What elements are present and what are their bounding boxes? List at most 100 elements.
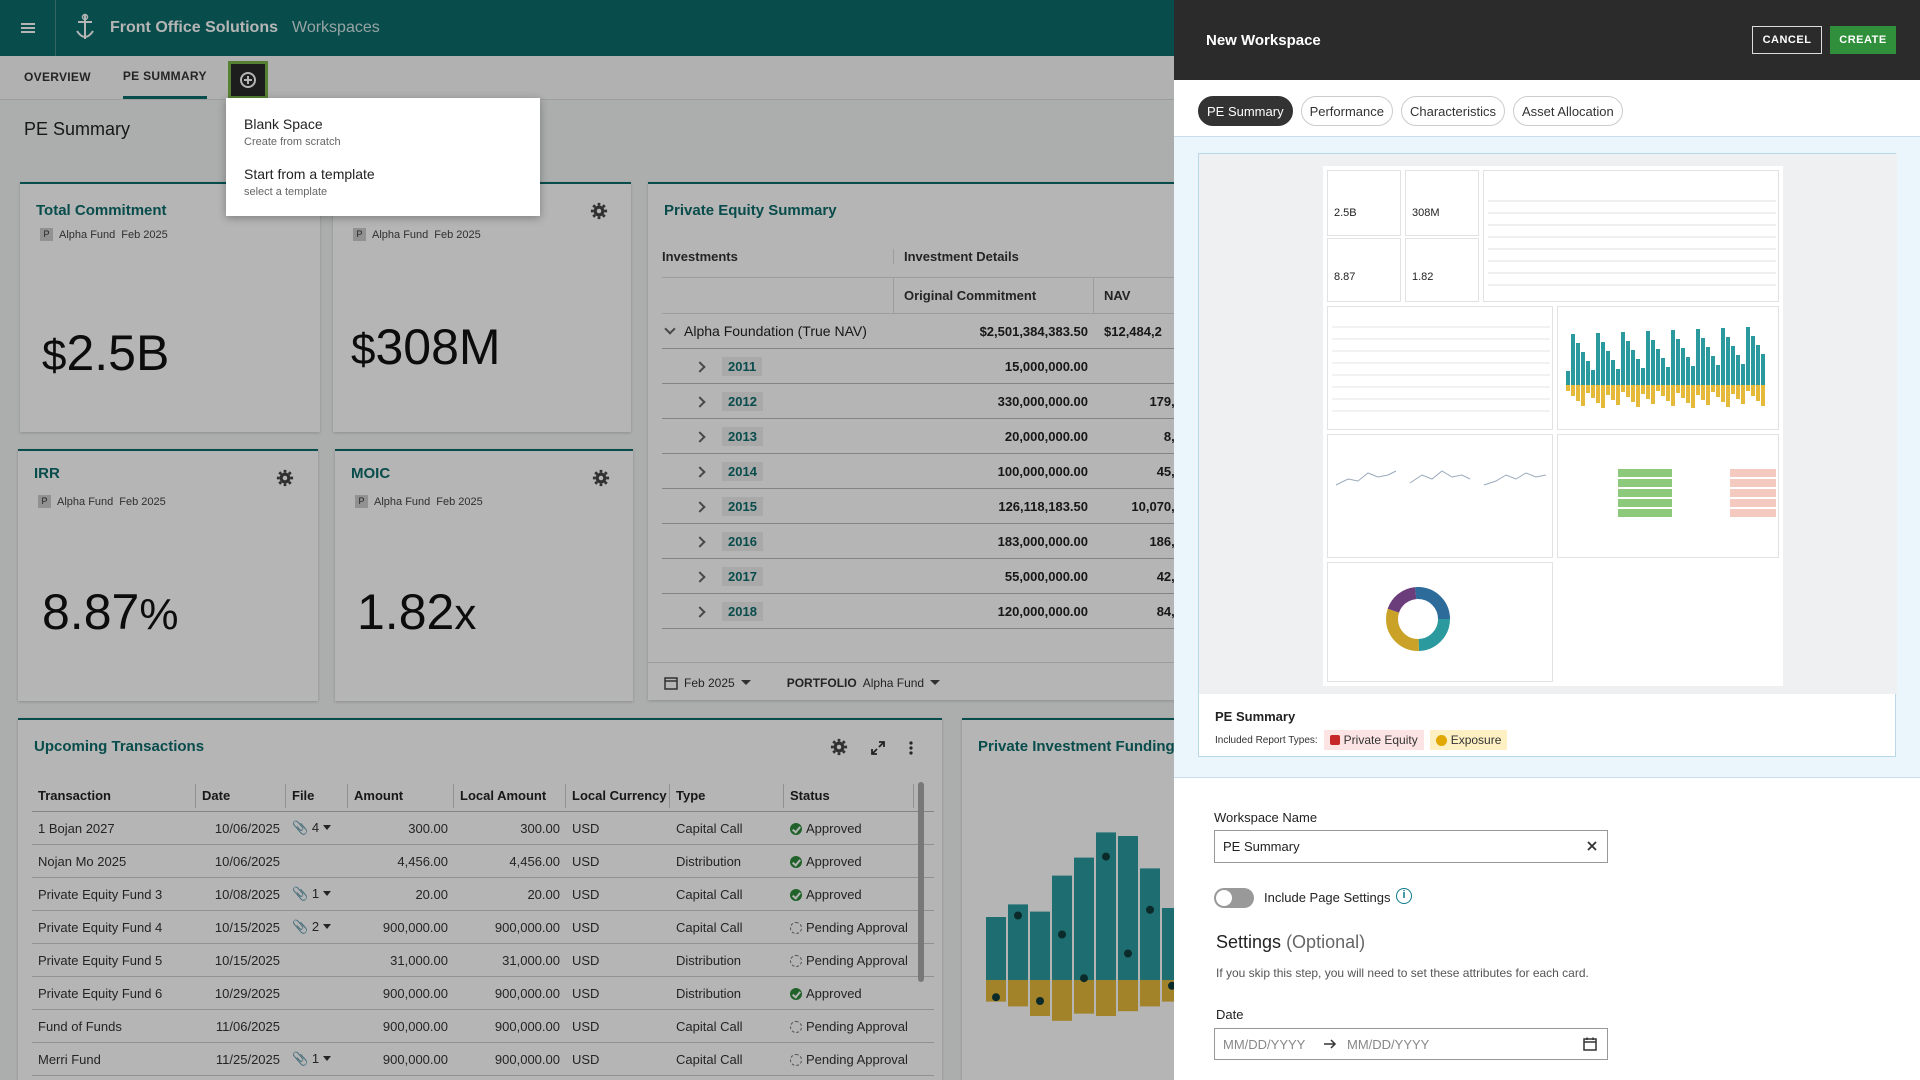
caret-down-icon[interactable] bbox=[930, 680, 941, 685]
modal-backdrop[interactable] bbox=[0, 0, 1174, 1080]
column-header[interactable]: Local Currency bbox=[566, 783, 670, 808]
table-row[interactable]: Private Equity Fund 4 10/15/2025 📎 2 900,0… bbox=[32, 911, 934, 944]
end-date-field[interactable]: MM/DD/YYYY bbox=[1347, 1036, 1430, 1052]
settings-gear-icon[interactable] bbox=[276, 469, 294, 487]
column-header[interactable]: Transaction bbox=[32, 783, 196, 808]
column-header[interactable]: Status bbox=[784, 783, 914, 808]
pending-icon bbox=[790, 954, 802, 967]
more-vertical-icon[interactable] bbox=[908, 740, 914, 756]
template-preview-area: 2.5B 308M 8.87 1.82 bbox=[1174, 136, 1920, 778]
caret-down-icon[interactable] bbox=[322, 1056, 331, 1061]
info-icon[interactable]: i bbox=[1396, 888, 1412, 904]
settings-gear-icon[interactable] bbox=[592, 469, 610, 487]
template-tab-characteristics[interactable]: Characteristics bbox=[1401, 96, 1505, 126]
funding-bar-negative[interactable] bbox=[1008, 980, 1028, 1007]
caret-down-icon[interactable] bbox=[740, 680, 751, 685]
funding-point[interactable] bbox=[1102, 852, 1110, 861]
tab-pe-summary[interactable]: PE SUMMARY bbox=[122, 55, 207, 99]
table-row[interactable]: Private Equity Fund 3 10/08/2025 📎 1 20.00… bbox=[32, 878, 934, 911]
funding-point[interactable] bbox=[1058, 930, 1066, 939]
hamburger-menu-icon[interactable] bbox=[0, 0, 56, 56]
include-page-settings-toggle[interactable] bbox=[1214, 888, 1254, 908]
start-date-field[interactable]: MM/DD/YYYY bbox=[1223, 1036, 1306, 1052]
table-row[interactable]: Private Equity Fund 5 10/15/2025 31,000.00… bbox=[32, 944, 934, 977]
footer-date[interactable]: Feb 2025 bbox=[684, 675, 735, 690]
tab-overview[interactable]: OVERVIEW bbox=[24, 70, 91, 84]
file-cell[interactable]: 📎 1 bbox=[286, 886, 348, 902]
table-row[interactable]: 2016 183,000,000.00 186,2 bbox=[662, 524, 1182, 559]
funding-bar-negative[interactable] bbox=[986, 980, 1006, 1002]
file-cell[interactable]: 📎 4 bbox=[286, 820, 348, 836]
column-header[interactable]: Type bbox=[670, 783, 784, 808]
year-label[interactable]: 2016 bbox=[722, 531, 763, 551]
footer-portfolio[interactable]: Alpha Fund bbox=[862, 675, 925, 690]
table-row[interactable]: Private Equity Fund 6 10/29/2025 900,000.0… bbox=[32, 977, 934, 1010]
file-cell[interactable]: 📎 1 bbox=[286, 1051, 348, 1067]
template-tab-performance[interactable]: Performance bbox=[1300, 96, 1393, 126]
funding-bar-positive[interactable] bbox=[1074, 857, 1094, 980]
funding-bar-positive[interactable] bbox=[1096, 832, 1116, 980]
caret-down-icon[interactable] bbox=[322, 924, 331, 929]
funding-bar-positive[interactable] bbox=[1118, 836, 1138, 980]
template-preview-card[interactable]: 2.5B 308M 8.87 1.82 bbox=[1198, 153, 1897, 757]
table-row[interactable]: Fund of Funds 11/06/2025 900,000.00 900,000… bbox=[32, 1010, 934, 1043]
caret-down-icon[interactable] bbox=[322, 825, 331, 830]
table-row[interactable]: 2015 126,118,183.50 10,070,8 bbox=[662, 489, 1182, 524]
table-row[interactable]: Nojan Mo 2025 10/06/2025 4,456.00 4,456.00 U… bbox=[32, 845, 934, 878]
column-header[interactable]: File bbox=[286, 783, 348, 808]
table-row[interactable]: Merri Fund 11/25/2025 📎 1 900,000.00 900,00… bbox=[32, 1043, 934, 1076]
funding-point[interactable] bbox=[1080, 974, 1088, 983]
table-row[interactable]: 2011 15,000,000.00 bbox=[662, 349, 1182, 384]
template-tab-asset-allocation[interactable]: Asset Allocation bbox=[1512, 96, 1623, 126]
funding-point[interactable] bbox=[1124, 949, 1132, 958]
commitment-cell: 20,000,000.00 bbox=[1004, 428, 1088, 444]
caret-down-icon[interactable] bbox=[322, 891, 331, 896]
settings-gear-icon[interactable] bbox=[590, 202, 608, 220]
year-label[interactable]: 2012 bbox=[722, 391, 763, 411]
column-header[interactable]: Local Amount bbox=[454, 783, 566, 808]
thumb-bar-positive bbox=[1656, 349, 1660, 385]
cancel-button[interactable]: CANCEL bbox=[1752, 26, 1822, 54]
funding-bar-negative[interactable] bbox=[1118, 980, 1138, 1012]
funding-bar-negative[interactable] bbox=[1074, 980, 1094, 1014]
column-header[interactable]: Amount bbox=[348, 783, 454, 808]
year-label[interactable]: 2014 bbox=[722, 461, 763, 481]
calendar-icon[interactable] bbox=[1583, 1037, 1597, 1051]
table-row[interactable]: 2014 100,000,000.00 45,0 bbox=[662, 454, 1182, 489]
template-tab-pe-summary[interactable]: PE Summary bbox=[1198, 96, 1293, 126]
scrollbar[interactable] bbox=[918, 782, 924, 982]
year-label[interactable]: 2017 bbox=[722, 566, 763, 586]
funding-point[interactable] bbox=[992, 993, 1000, 1002]
funding-point[interactable] bbox=[1146, 905, 1154, 914]
year-label[interactable]: 2011 bbox=[722, 356, 763, 376]
table-row[interactable]: Alpha Foundation (True NAV) $2,501,384,3… bbox=[662, 314, 1182, 349]
clear-icon[interactable] bbox=[1584, 838, 1600, 854]
table-row[interactable]: 2012 330,000,000.00 179,0 bbox=[662, 384, 1182, 419]
menu-item-template[interactable]: Start from a template select a template bbox=[244, 166, 375, 198]
funding-bar-negative[interactable] bbox=[1096, 980, 1116, 1016]
funding-point[interactable] bbox=[1014, 911, 1022, 920]
table-row[interactable]: 2017 55,000,000.00 42,1 bbox=[662, 559, 1182, 594]
funding-bar-positive[interactable] bbox=[1030, 911, 1050, 980]
funding-point[interactable] bbox=[1036, 997, 1044, 1005]
year-label[interactable]: 2013 bbox=[722, 426, 763, 446]
column-header[interactable]: Date bbox=[196, 783, 286, 808]
expand-icon[interactable] bbox=[870, 740, 886, 756]
file-cell[interactable]: 📎 2 bbox=[286, 919, 348, 935]
table-row[interactable]: 1 Bojan 2027 10/06/2025 📎 4 300.00 300.00 US… bbox=[32, 812, 934, 845]
settings-gear-icon[interactable] bbox=[830, 738, 848, 756]
brand-name[interactable]: Front Office Solutions bbox=[110, 19, 278, 36]
funding-bar-negative[interactable] bbox=[1140, 980, 1160, 1007]
date-range-input[interactable]: MM/DD/YYYY MM/DD/YYYY bbox=[1214, 1028, 1608, 1060]
funding-bar-positive[interactable] bbox=[986, 917, 1006, 980]
menu-item-blank-space[interactable]: Blank Space Create from scratch bbox=[244, 116, 341, 148]
funding-bar-negative[interactable] bbox=[1052, 980, 1072, 1021]
year-label[interactable]: 2018 bbox=[722, 601, 763, 621]
add-tab-button[interactable] bbox=[228, 61, 268, 99]
funding-bar-positive[interactable] bbox=[1052, 875, 1072, 980]
year-label[interactable]: 2015 bbox=[722, 496, 763, 516]
funding-bar-positive[interactable] bbox=[1140, 868, 1160, 980]
funding-bar-positive[interactable] bbox=[1008, 904, 1028, 980]
workspace-name-input[interactable] bbox=[1214, 830, 1608, 863]
create-button[interactable]: CREATE bbox=[1830, 26, 1896, 54]
